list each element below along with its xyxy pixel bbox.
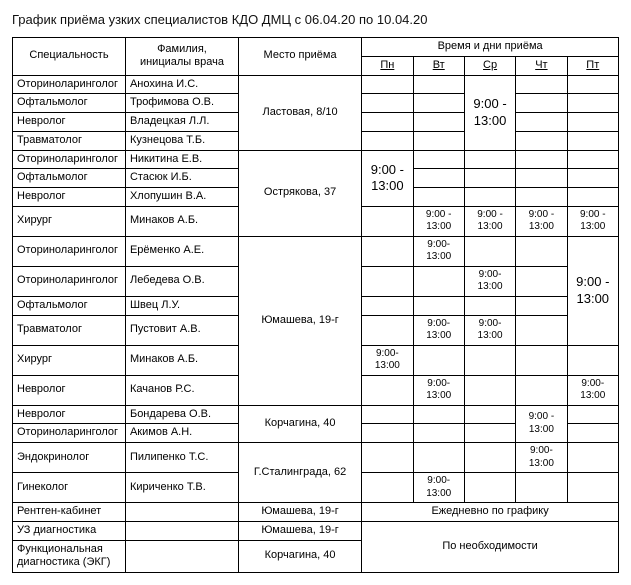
cell-doc: Ерёменко А.Е. [125,236,238,266]
cell-time: 9:00-13:00 [362,345,413,375]
cell-place: Юмашева, 19-г [238,503,361,522]
cell-doc: Кузнецова Т.Б. [125,131,238,150]
table-row: Эндокринолог Пилипенко Т.С. Г.Сталинград… [13,443,619,473]
cell-note: Ежедневно по графику [362,503,619,522]
cell-place: Острякова, 37 [238,150,361,236]
cell-time: 9:00-13:00 [516,443,567,473]
cell-place: Юмашева, 19-г [238,236,361,405]
th-day-pn: Пн [362,56,413,75]
cell-spec: Функциональная диагностика (ЭКГ) [13,540,126,573]
cell-spec: Оториноларинголог [13,150,126,169]
cell-doc: Пустовит А.В. [125,315,238,345]
cell-empty [516,75,567,94]
cell-doc: Никитина Е.В. [125,150,238,169]
cell-place: Корчагина, 40 [238,540,361,573]
cell-spec: Оториноларинголог [13,424,126,443]
cell-spec: Оториноларинголог [13,75,126,94]
th-day-pt: Пт [567,56,618,75]
table-row: Оториноларинголог Анохина И.С. Ластовая,… [13,75,619,94]
cell-doc: Бондарева О.В. [125,405,238,424]
cell-time: 9:00 - 13:00 [567,236,618,345]
cell-spec: Невролог [13,188,126,207]
cell-spec: Травматолог [13,315,126,345]
cell-spec: Оториноларинголог [13,236,126,266]
cell-spec: Невролог [13,375,126,405]
cell-time: 9:00 - 13:00 [413,206,464,236]
cell-time: 9:00-13:00 [567,375,618,405]
cell-spec: Эндокринолог [13,443,126,473]
th-place: Место приёма [238,38,361,76]
cell-doc: Качанов Р.С. [125,375,238,405]
cell-doc: Швец Л.У. [125,296,238,315]
cell-doc: Анохина И.С. [125,75,238,94]
cell-place: Ластовая, 8/10 [238,75,361,150]
table-row: Рентген-кабинет Юмашева, 19-г Ежедневно … [13,503,619,522]
cell-time: 9:00 - 13:00 [362,150,413,206]
cell-spec: Гинеколог [13,473,126,503]
cell-empty [413,75,464,94]
table-row: Оториноларинголог Никитина Е.В. Остряков… [13,150,619,169]
th-day-vt: Вт [413,56,464,75]
cell-empty [567,75,618,94]
table-row: Невролог Бондарева О.В. Корчагина, 40 9:… [13,405,619,424]
cell-spec: Травматолог [13,131,126,150]
cell-spec: Оториноларинголог [13,266,126,296]
cell-time: 9:00 - 13:00 [516,405,567,443]
page-title: График приёма узких специалистов КДО ДМЦ… [12,12,619,27]
cell-note: По необходимости [362,521,619,572]
cell-doc: Кириченко Т.В. [125,473,238,503]
cell-doc: Минаков А.Б. [125,206,238,236]
cell-place: Юмашева, 19-г [238,521,361,540]
cell-time [362,206,413,236]
th-day-sr: Ср [464,56,515,75]
cell-spec: Хирург [13,345,126,375]
cell-doc [125,540,238,573]
cell-doc [125,503,238,522]
cell-spec: Офтальмолог [13,94,126,113]
cell-time: 9:00-13:00 [413,236,464,266]
cell-spec: Рентген-кабинет [13,503,126,522]
cell-empty [362,75,413,94]
cell-place: Г.Сталинграда, 62 [238,443,361,503]
cell-spec: Хирург [13,206,126,236]
cell-spec: УЗ диагностика [13,521,126,540]
cell-time: 9:00-13:00 [413,473,464,503]
cell-place: Корчагина, 40 [238,405,361,443]
table-row: Оториноларинголог Ерёменко А.Е. Юмашева,… [13,236,619,266]
cell-doc [125,521,238,540]
th-spec: Специальность [13,38,126,76]
th-day-ch: Чт [516,56,567,75]
cell-doc: Минаков А.Б. [125,345,238,375]
cell-time: 9:00-13:00 [464,266,515,296]
table-row: УЗ диагностика Юмашева, 19-г По необходи… [13,521,619,540]
cell-time: 9:00-13:00 [464,315,515,345]
cell-doc: Лебедева О.В. [125,266,238,296]
cell-time: 9:00 - 13:00 [516,206,567,236]
cell-spec: Невролог [13,405,126,424]
cell-spec: Офтальмолог [13,296,126,315]
cell-spec: Офтальмолог [13,169,126,188]
cell-doc: Стасюк И.Б. [125,169,238,188]
cell-time: 9:00-13:00 [413,315,464,345]
th-doc: Фамилия, инициалы врача [125,38,238,76]
cell-doc: Владецкая Л.Л. [125,113,238,132]
cell-doc: Трофимова О.В. [125,94,238,113]
cell-spec: Невролог [13,113,126,132]
schedule-table: Специальность Фамилия, инициалы врача Ме… [12,37,619,573]
cell-doc: Хлопушин В.А. [125,188,238,207]
cell-time: 9:00 - 13:00 [567,206,618,236]
th-timedays: Время и дни приёма [362,38,619,57]
cell-time: 9:00 - 13:00 [464,206,515,236]
cell-time: 9:00 - 13:00 [464,75,515,150]
cell-doc: Акимов А.Н. [125,424,238,443]
cell-doc: Пилипенко Т.С. [125,443,238,473]
cell-time: 9:00-13:00 [413,375,464,405]
header-row-1: Специальность Фамилия, инициалы врача Ме… [13,38,619,57]
